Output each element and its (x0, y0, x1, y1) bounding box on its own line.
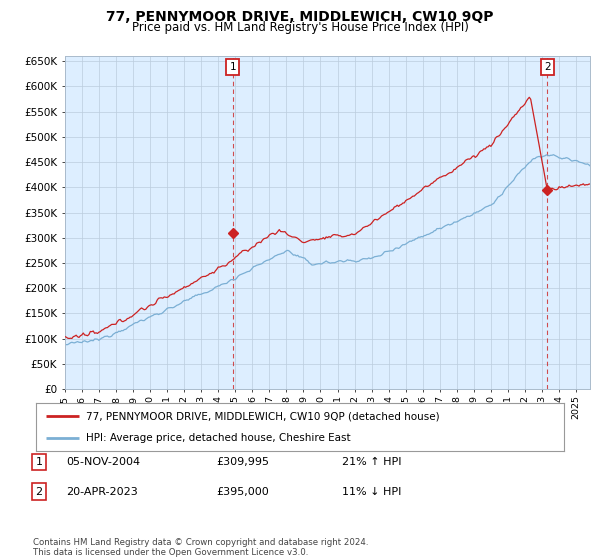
Text: 77, PENNYMOOR DRIVE, MIDDLEWICH, CW10 9QP (detached house): 77, PENNYMOOR DRIVE, MIDDLEWICH, CW10 9Q… (86, 411, 440, 421)
Text: Price paid vs. HM Land Registry's House Price Index (HPI): Price paid vs. HM Land Registry's House … (131, 21, 469, 34)
Text: 2: 2 (35, 487, 43, 497)
Text: 20-APR-2023: 20-APR-2023 (66, 487, 138, 497)
Text: 2: 2 (544, 62, 550, 72)
Text: HPI: Average price, detached house, Cheshire East: HPI: Average price, detached house, Ches… (86, 433, 351, 443)
Text: 05-NOV-2004: 05-NOV-2004 (66, 457, 140, 467)
Text: 1: 1 (35, 457, 43, 467)
Text: 77, PENNYMOOR DRIVE, MIDDLEWICH, CW10 9QP: 77, PENNYMOOR DRIVE, MIDDLEWICH, CW10 9Q… (106, 10, 494, 24)
Text: Contains HM Land Registry data © Crown copyright and database right 2024.
This d: Contains HM Land Registry data © Crown c… (33, 538, 368, 557)
Text: 21% ↑ HPI: 21% ↑ HPI (342, 457, 401, 467)
Text: 1: 1 (229, 62, 236, 72)
Text: 11% ↓ HPI: 11% ↓ HPI (342, 487, 401, 497)
Text: £309,995: £309,995 (216, 457, 269, 467)
Text: £395,000: £395,000 (216, 487, 269, 497)
